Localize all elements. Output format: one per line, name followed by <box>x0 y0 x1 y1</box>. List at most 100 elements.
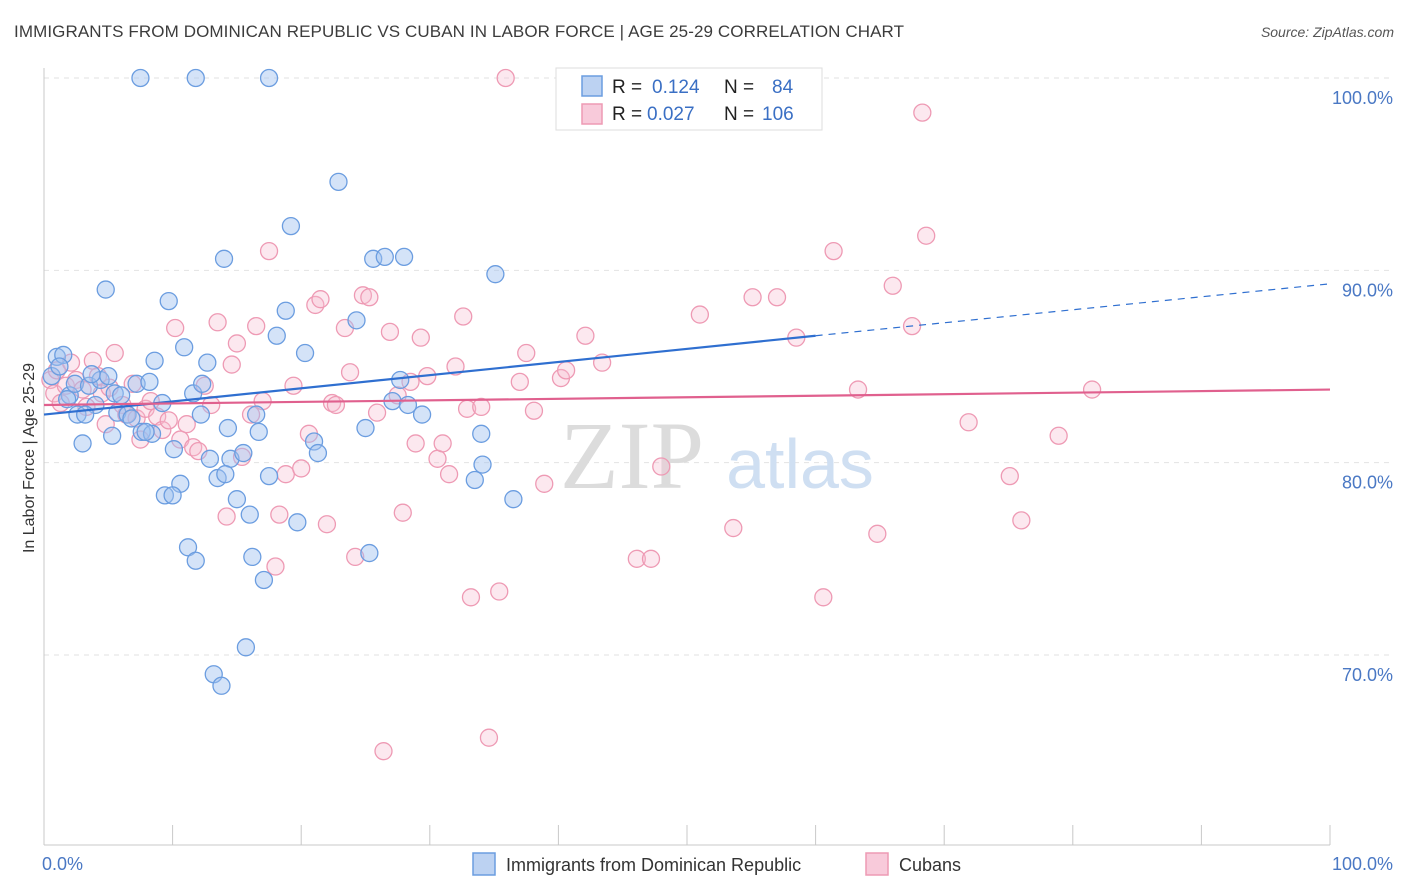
point-cuban <box>217 507 236 526</box>
stats-n-label-dominican: N = <box>724 77 754 98</box>
legend-swatch-dominican <box>472 852 496 876</box>
trend-line-dominican <box>43 334 816 416</box>
point-dominican <box>82 365 101 384</box>
point-dominican <box>214 249 234 268</box>
point-cuban <box>105 343 124 363</box>
point-dominican <box>200 449 220 468</box>
point-dominican <box>122 409 141 428</box>
point-dominican <box>295 343 315 363</box>
point-cuban <box>340 363 360 382</box>
point-dominican <box>236 638 256 657</box>
trend-line-dominican-extension <box>815 283 1331 337</box>
point-cuban <box>1082 380 1102 399</box>
point-cuban <box>824 241 843 261</box>
point-cuban <box>393 503 412 522</box>
point-cuban <box>222 355 241 374</box>
point-cuban <box>814 588 833 607</box>
point-cuban <box>959 413 978 432</box>
y-tick-label: 70.0% <box>1342 665 1393 685</box>
point-dominican <box>254 570 274 590</box>
point-cuban <box>510 372 529 392</box>
point-cuban <box>1000 466 1019 486</box>
point-cuban <box>317 515 337 534</box>
stats-r-label-dominican: R = <box>612 77 642 98</box>
point-cuban <box>227 334 247 353</box>
point-cuban <box>208 313 227 332</box>
point-dominican <box>112 386 131 405</box>
point-dominican <box>131 68 150 88</box>
point-cuban <box>259 241 279 261</box>
point-dominican <box>163 486 182 505</box>
point-dominican <box>175 338 194 357</box>
point-dominican <box>198 353 217 372</box>
point-cuban <box>159 411 178 430</box>
stats-box: R = 0.124 N = 84 R = 0.027 N = 106 <box>555 67 823 131</box>
legend-label-cuban: Cubans <box>899 855 961 875</box>
point-cuban <box>411 328 430 347</box>
point-dominican <box>267 326 286 345</box>
point-cuban <box>433 434 452 453</box>
point-cuban <box>848 380 868 399</box>
point-cuban <box>311 290 330 309</box>
point-dominican <box>103 426 122 445</box>
point-cuban <box>1049 426 1068 445</box>
point-cuban <box>535 474 554 493</box>
stats-swatch-cuban <box>581 103 603 125</box>
watermark-zip: ZIP <box>560 402 704 509</box>
point-cuban <box>270 505 289 524</box>
point-cuban <box>517 343 536 363</box>
point-dominican <box>216 465 235 484</box>
point-cuban <box>1012 511 1031 530</box>
point-dominican <box>105 384 124 403</box>
point-cuban <box>439 465 459 484</box>
point-cuban <box>724 518 743 538</box>
point-dominican <box>412 405 432 424</box>
point-dominican <box>142 424 162 443</box>
point-dominican <box>212 676 231 695</box>
point-cuban <box>690 305 710 324</box>
y-tick-label: 90.0% <box>1342 280 1393 300</box>
point-cuban <box>96 415 115 434</box>
x-tick-label-max: 100.0% <box>1332 854 1393 874</box>
point-dominican <box>308 443 328 463</box>
point-dominican <box>304 432 324 451</box>
point-cuban <box>479 728 499 747</box>
chart-title: IMMIGRANTS FROM DOMINICAN REPUBLIC VS CU… <box>14 22 905 41</box>
y-tick-label: 100.0% <box>1332 88 1393 108</box>
point-cuban <box>446 357 465 376</box>
point-dominican <box>164 440 184 459</box>
point-dominican <box>356 418 375 438</box>
point-cuban <box>241 405 261 424</box>
x-tick-label-min: 0.0% <box>42 854 83 874</box>
stats-n-value-cuban: 106 <box>762 104 794 125</box>
point-dominican <box>247 405 266 424</box>
point-dominican <box>42 366 61 386</box>
point-cuban <box>326 395 346 415</box>
point-dominican <box>360 543 379 563</box>
point-cuban <box>276 465 295 484</box>
point-cuban <box>743 288 762 307</box>
point-dominican <box>347 311 366 330</box>
point-cuban <box>490 582 509 601</box>
point-dominican <box>227 490 247 509</box>
point-dominican <box>391 370 410 390</box>
point-cuban <box>913 103 932 122</box>
point-dominican <box>54 345 73 365</box>
point-dominican <box>159 291 178 311</box>
point-dominican <box>375 247 394 267</box>
stats-r-value-cuban: 0.027 <box>647 104 695 125</box>
point-cuban <box>284 376 303 395</box>
point-dominican <box>57 390 77 409</box>
point-dominican <box>136 422 155 442</box>
data-points <box>41 68 1102 761</box>
point-cuban <box>524 401 544 420</box>
point-dominican <box>276 301 295 320</box>
x-tick-labels: 0.0% 100.0% <box>42 854 1393 874</box>
point-dominican <box>240 505 259 524</box>
point-dominican <box>140 372 159 392</box>
stats-n-value-dominican: 84 <box>772 77 794 98</box>
point-dominican <box>394 247 414 267</box>
point-cuban <box>461 588 481 607</box>
point-cuban <box>360 288 379 307</box>
